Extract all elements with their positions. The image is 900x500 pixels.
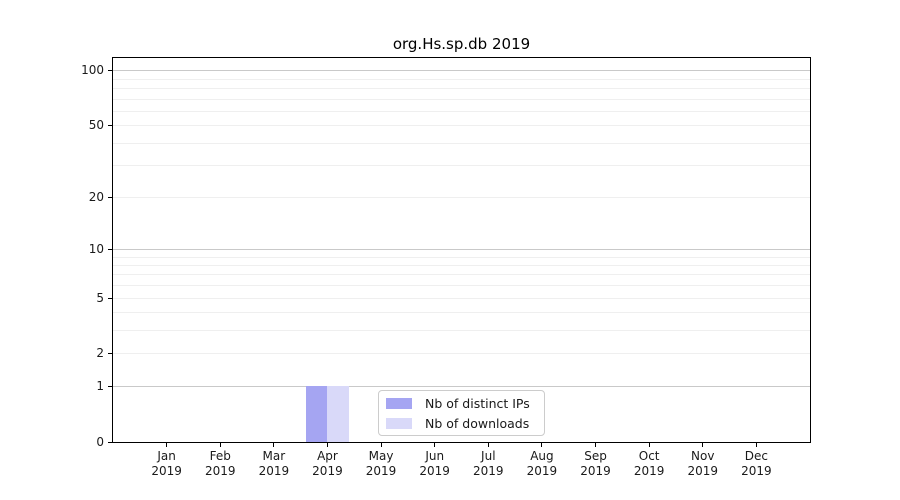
x-tick-label: May 2019 [349,449,413,479]
x-tick-mark [380,443,382,447]
chart-title: org.Hs.sp.db 2019 [392,35,531,53]
y-tick-label: 50 [88,118,104,133]
y-tick-mark [108,297,112,299]
x-tick-mark [595,443,597,447]
x-tick-month: May [368,449,394,463]
x-tick-year: 2019 [687,464,719,478]
x-tick-year: 2019 [365,464,397,478]
x-tick-label: Dec 2019 [724,449,788,479]
x-tick-mark [702,443,704,447]
x-tick-mark [326,443,328,447]
legend-label-distinct-ips: Nb of distinct IPs [425,395,530,411]
gridline-minor [113,196,810,198]
gridline-minor [113,330,810,332]
legend-swatch-distinct-ips [386,397,412,409]
gridline-minor [113,274,810,276]
y-tick-label: 100 [81,63,104,78]
gridline-minor [113,285,810,287]
y-tick-label: 2 [96,346,104,361]
x-tick-label: Jan 2019 [135,449,199,479]
x-tick-mark [755,443,757,447]
legend-item-distinct-ips: Nb of distinct IPs [386,395,544,412]
plot-area [112,57,811,443]
gridline-major [113,248,810,250]
y-tick-label: 1 [96,379,104,394]
y-tick-mark [108,196,112,198]
x-tick-year: 2019 [258,464,290,478]
x-tick-month: Apr [317,449,338,463]
gridline-minor [113,264,810,266]
x-tick-month: Jul [481,449,496,463]
x-tick-label: Nov 2019 [671,449,735,479]
gridline-major [113,386,810,388]
gridline-minor [113,142,810,144]
x-tick-mark [273,443,275,447]
x-tick-year: 2019 [419,464,450,478]
x-tick-year: 2019 [741,464,772,478]
x-tick-month: Jun [425,449,445,463]
legend-item-downloads: Nb of downloads [386,415,544,432]
x-tick-label: Apr 2019 [295,449,359,479]
legend-label-downloads: Nb of downloads [425,415,530,431]
y-tick-label: 10 [88,241,104,256]
y-tick-mark [108,70,112,72]
gridline-minor [113,165,810,167]
x-tick-label: Jun 2019 [403,449,467,479]
x-tick-month: Sep [584,449,607,463]
x-tick-month: Dec [744,449,768,463]
y-tick-mark [108,248,112,250]
gridline-minor [113,312,810,314]
x-tick-year: 2019 [633,464,665,478]
x-tick-label: Jul 2019 [456,449,520,479]
y-tick-mark [108,442,112,443]
x-tick-month: Jan [157,449,176,463]
gridline-minor [113,98,810,100]
x-tick-label: Oct 2019 [617,449,681,479]
x-tick-mark [434,443,436,447]
x-tick-year: 2019 [526,464,558,478]
x-tick-label: Sep 2019 [564,449,628,479]
x-tick-mark [166,443,168,447]
x-tick-month: Oct [638,449,660,463]
x-tick-year: 2019 [204,464,236,478]
gridline-minor [113,297,810,299]
x-tick-mark [648,443,650,447]
y-tick-label: 20 [88,189,104,204]
y-tick-mark [108,125,112,127]
x-tick-mark [219,443,221,447]
gridline-minor [113,125,810,127]
bar-downloads [327,386,349,442]
x-tick-label: Feb 2019 [188,449,252,479]
x-tick-label: Mar 2019 [242,449,306,479]
x-tick-year: 2019 [580,464,611,478]
x-tick-mark [487,443,489,447]
x-tick-label: Aug 2019 [510,449,574,479]
x-tick-month: Mar [262,449,286,463]
x-tick-year: 2019 [473,464,504,478]
y-tick-label: 0 [96,435,104,449]
x-tick-month: Aug [530,449,554,463]
y-tick-mark [108,353,112,355]
x-tick-month: Nov [691,449,715,463]
legend-swatch-downloads [386,417,412,429]
gridline-major [113,70,810,72]
y-tick-label: 5 [96,290,104,305]
gridline-minor [113,353,810,355]
gridline-minor [113,110,810,112]
gridline-minor [113,87,810,89]
x-tick-year: 2019 [151,464,182,478]
legend: Nb of distinct IPs Nb of downloads [378,390,545,436]
x-tick-year: 2019 [312,464,343,478]
gridline-minor [113,78,810,80]
x-tick-month: Feb [209,449,231,463]
y-tick-mark [108,386,112,388]
bar-distinct-ips [306,386,328,442]
gridline-minor [113,256,810,258]
x-tick-mark [541,443,543,447]
